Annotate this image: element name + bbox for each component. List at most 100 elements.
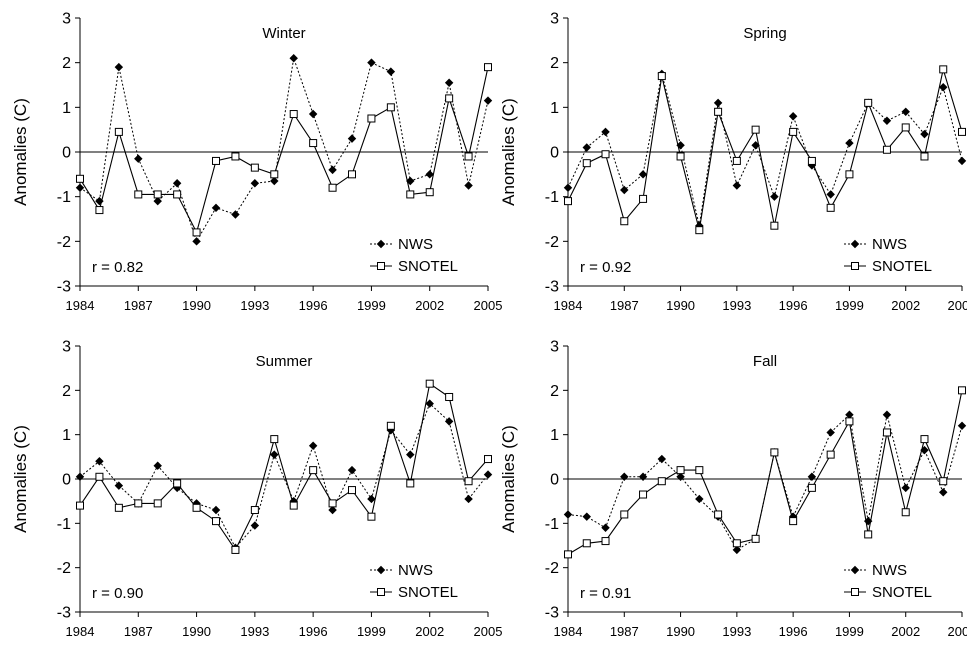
data-point-snotel [406, 479, 415, 488]
data-point-nws [328, 165, 337, 175]
y-tick-label: 3 [62, 339, 71, 356]
y-tick-label: 2 [62, 383, 71, 400]
data-point-nws [882, 410, 892, 419]
data-point-nws [713, 98, 723, 108]
x-tick-label: 2005 [948, 624, 967, 639]
x-tick-label: 1999 [835, 298, 864, 313]
series-line-snotel [79, 66, 489, 234]
panel-title: Summer [256, 353, 313, 370]
legend-label-nws: NWS [872, 236, 907, 253]
data-point-snotel [695, 466, 704, 475]
data-point-snotel [657, 477, 666, 486]
x-tick-label: 1993 [722, 624, 751, 639]
data-point-snotel [464, 477, 473, 486]
data-point-snotel [76, 174, 84, 183]
x-tick-label: 1987 [124, 624, 153, 639]
x-tick-label: 1993 [240, 298, 269, 313]
x-tick-label: 2005 [474, 298, 503, 313]
data-point-nws [308, 109, 318, 119]
x-tick-label: 2002 [415, 624, 444, 639]
correlation-label: r = 0.91 [580, 585, 631, 602]
y-tick-label: -2 [57, 560, 71, 577]
data-point-snotel [134, 190, 143, 199]
x-tick-label: 1990 [182, 298, 211, 313]
data-point-nws [770, 192, 779, 201]
x-tick-label: 1987 [124, 298, 153, 313]
y-tick-label: -2 [545, 560, 559, 577]
data-point-snotel [270, 435, 279, 444]
data-point-nws [347, 134, 357, 143]
data-point-snotel [445, 392, 454, 401]
data-point-nws [601, 523, 610, 532]
data-point-snotel [95, 472, 104, 481]
data-point-snotel [95, 206, 104, 215]
x-tick-label: 1990 [182, 624, 211, 639]
chart-panel-summer: -3 -2 -1 0 1 2 3 1984 1987 1990 1993 1996 1999 2002 20… [11, 339, 502, 640]
data-point-snotel [901, 123, 910, 132]
x-tick-label: 1996 [299, 298, 328, 313]
data-point-snotel [657, 72, 666, 81]
correlation-label: r = 0.90 [92, 585, 143, 602]
data-point-snotel [807, 156, 816, 165]
legend-label-nws: NWS [872, 562, 907, 579]
data-point-snotel [714, 510, 723, 519]
data-point-nws [425, 170, 434, 179]
y-axis-label: Anomalies (C) [499, 98, 518, 206]
y-tick-label: 0 [550, 472, 559, 489]
data-point-snotel [309, 466, 318, 475]
data-point-snotel [484, 63, 492, 72]
data-point-nws [270, 450, 279, 459]
series-line-nws [567, 413, 963, 551]
data-point-snotel [639, 194, 648, 203]
y-axis-label: Anomalies (C) [11, 425, 30, 533]
data-point-snotel [173, 479, 182, 488]
x-tick-label: 1990 [666, 298, 695, 313]
x-tick-label: 1999 [357, 298, 386, 313]
data-point-nws [657, 454, 667, 464]
chart-panel-spring: -3 -2 -1 0 1 2 3 1984 1987 1990 1993 1996 1999 2002 20… [499, 11, 967, 314]
data-point-nws [95, 457, 104, 466]
data-point-snotel [153, 190, 162, 199]
data-point-nws [153, 461, 162, 470]
data-point-snotel [289, 110, 298, 119]
data-point-nws [464, 494, 473, 504]
data-point-nws [826, 428, 835, 437]
y-tick-label: 1 [550, 427, 559, 444]
legend-label-snotel: SNOTEL [398, 584, 458, 601]
data-point-snotel [582, 539, 591, 548]
data-point-snotel [114, 127, 123, 136]
data-point-snotel [367, 512, 376, 521]
y-tick-label: 0 [62, 472, 71, 489]
legend-marker-nws [376, 565, 386, 575]
data-point-snotel [732, 539, 741, 548]
data-point-snotel [732, 156, 741, 165]
data-point-snotel [328, 499, 337, 508]
data-point-nws [386, 67, 396, 76]
data-point-snotel [864, 98, 873, 107]
data-point-snotel [789, 127, 798, 136]
correlation-label: r = 0.92 [580, 259, 631, 276]
legend-marker-snotel [851, 588, 859, 596]
series-line-snotel [79, 382, 489, 551]
data-point-snotel [714, 107, 723, 116]
y-tick-label: -3 [545, 279, 559, 296]
panel-title: Spring [743, 25, 786, 42]
legend-marker-snotel [377, 262, 385, 270]
data-point-nws [250, 179, 260, 188]
data-point-nws [134, 154, 143, 163]
x-tick-label: 1990 [666, 624, 695, 639]
data-point-snotel [348, 486, 356, 495]
data-point-nws [807, 472, 817, 482]
data-point-nws [425, 399, 434, 408]
data-point-snotel [620, 510, 629, 519]
data-point-nws [444, 78, 454, 87]
data-point-snotel [173, 190, 182, 199]
x-tick-label: 1984 [66, 624, 95, 639]
data-point-snotel [845, 170, 854, 179]
data-point-snotel [770, 221, 779, 230]
data-point-snotel [751, 534, 760, 543]
data-point-snotel [484, 455, 492, 464]
data-point-snotel [425, 188, 434, 197]
data-point-snotel [328, 183, 337, 192]
panel-title: Winter [262, 25, 305, 42]
